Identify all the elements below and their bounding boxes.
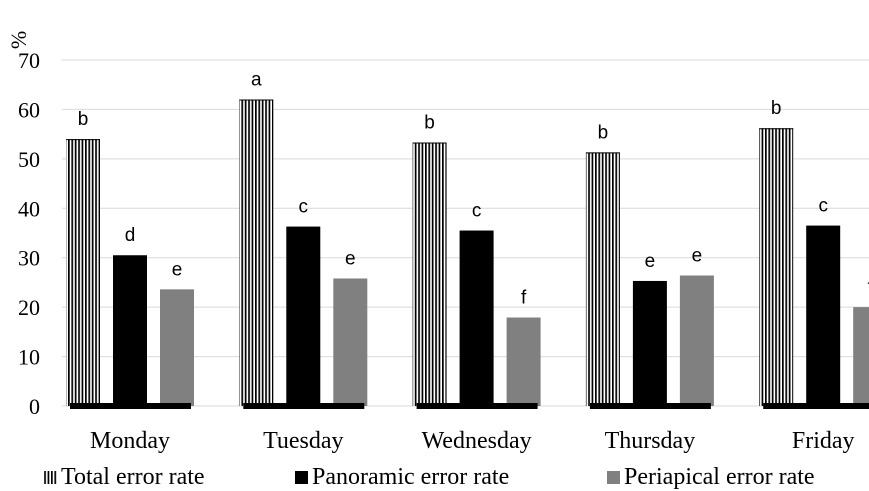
panoramic-error-bar	[286, 226, 321, 406]
legend: Total error rate Panoramic error rate Peri…	[44, 464, 815, 490]
y-tick-label: 60	[18, 97, 40, 122]
bar-letter-label: e	[692, 246, 703, 267]
y-tick-labels: 0 10 20 30 40 50 60 70	[18, 48, 40, 419]
y-tick-label: 20	[18, 295, 40, 320]
bar-letter-label: b	[424, 113, 435, 134]
bar-letter-label: e	[172, 259, 183, 280]
periapical-error-bar	[160, 289, 194, 406]
legend-label: Periapical error rate	[624, 464, 815, 490]
category-baseline	[70, 403, 191, 409]
legend-swatch	[44, 471, 57, 484]
bar-letter-label: f	[521, 288, 527, 309]
bar-letter-label: b	[771, 98, 782, 119]
bar-letter-label: e	[645, 251, 656, 272]
y-tick-label: 40	[18, 196, 40, 221]
category-baseline	[416, 403, 538, 409]
bar-letter-label: f	[868, 277, 869, 298]
y-tick-label: 0	[29, 394, 40, 419]
x-tick-label: Monday	[90, 428, 170, 454]
x-tick-label: Wednesday	[422, 428, 532, 454]
y-tick-label: 50	[18, 147, 40, 172]
y-axis-label: %	[6, 31, 31, 49]
y-tick-label: 70	[18, 48, 40, 73]
legend-label: Total error rate	[61, 464, 205, 490]
x-tick-label: Friday	[792, 428, 855, 454]
category-baselines	[70, 403, 869, 409]
x-tick-label: Tuesday	[263, 428, 343, 454]
total-error-bar	[239, 99, 274, 407]
x-tick-label: Thursday	[605, 428, 696, 454]
bar-letter-label: e	[345, 248, 356, 269]
panoramic-error-bar	[632, 280, 667, 406]
y-tick-label: 10	[18, 345, 40, 370]
bar-letter-label: d	[125, 225, 136, 246]
periapical-error-bar	[506, 317, 541, 406]
panoramic-error-bar	[806, 225, 841, 406]
total-error-bar	[759, 128, 794, 406]
legend-label: Panoramic error rate	[312, 464, 509, 490]
x-tick-labels: Monday Tuesday Wednesday Thursday Friday	[90, 428, 855, 454]
bar-letter-label: a	[251, 70, 262, 91]
category-baseline	[763, 403, 869, 409]
total-error-bar	[412, 142, 447, 406]
legend-swatch	[607, 471, 620, 484]
y-tick-label: 30	[18, 246, 40, 271]
legend-swatch	[295, 471, 308, 484]
bar-letter-labels: b d e a c e b c f b e e b c f	[78, 70, 869, 309]
panoramic-error-bar	[459, 230, 494, 406]
bar-letter-label: b	[78, 109, 89, 130]
panoramic-error-bar	[113, 255, 147, 406]
bar-letter-label: b	[598, 122, 609, 143]
category-baseline	[243, 403, 365, 409]
periapical-error-bar	[333, 278, 368, 406]
bar-letter-label: c	[299, 197, 309, 218]
periapical-error-bar	[679, 275, 714, 406]
periapical-error-bar	[853, 307, 869, 406]
total-error-bar	[66, 139, 100, 407]
bars	[66, 99, 869, 407]
bar-letter-label: c	[818, 196, 828, 217]
category-baseline	[589, 403, 711, 409]
total-error-bar	[585, 152, 620, 406]
bar-letter-label: c	[472, 201, 482, 222]
